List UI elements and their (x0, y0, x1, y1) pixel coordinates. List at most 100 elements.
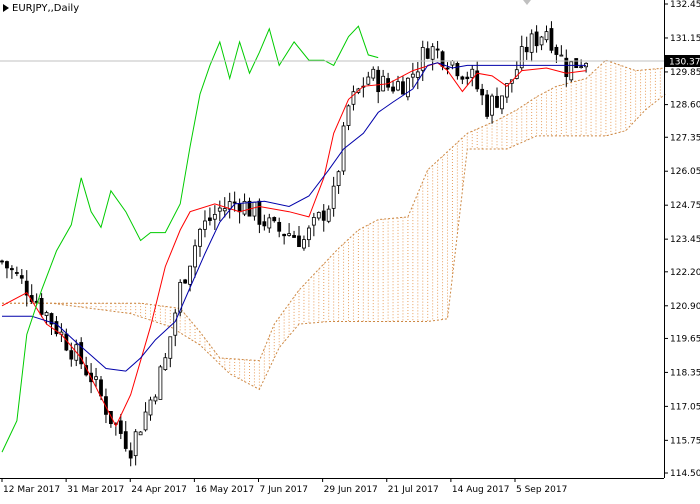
candle-body (188, 265, 193, 285)
price-tick-label: 118.35 (670, 368, 700, 378)
chart-title: EURJPY,,Daily (3, 3, 79, 14)
candle-body (311, 217, 316, 226)
candle-body (168, 336, 173, 359)
candle (316, 211, 321, 221)
candle-body (480, 88, 485, 96)
candle-body (579, 66, 584, 69)
candle-body (534, 31, 539, 47)
date-tick-label: 12 Mar 2017 (3, 485, 60, 495)
candle (475, 61, 480, 92)
candle-body (277, 221, 282, 232)
price-tick-label: 114.50 (670, 469, 700, 479)
candle-body (99, 379, 103, 397)
candle-body (420, 47, 425, 71)
current-price-badge: 130.37 (665, 55, 700, 68)
chikou-span-line (1, 25, 379, 453)
candle-body (326, 208, 331, 222)
candle (485, 90, 490, 120)
candle (490, 93, 494, 124)
candle-body (490, 95, 494, 116)
candle (232, 191, 237, 212)
candle-body (460, 76, 465, 80)
candle-body (183, 279, 188, 284)
candle-body (133, 431, 138, 457)
candle (529, 29, 534, 62)
date-tick-label: 7 Jun 2017 (260, 485, 308, 495)
candle-body (366, 76, 371, 85)
candle-body (336, 171, 341, 187)
candle (257, 198, 262, 234)
candle-body (425, 48, 430, 59)
candle (297, 225, 301, 248)
candle (49, 312, 54, 335)
candle (39, 293, 44, 318)
price-tick-label: 124.75 (670, 201, 700, 211)
candle-body (396, 81, 400, 91)
candle (331, 176, 336, 217)
candle (351, 85, 356, 111)
candle-body (252, 201, 257, 217)
candle-body (49, 313, 54, 325)
candle (217, 200, 222, 221)
candle (465, 71, 470, 85)
candle-body (109, 410, 113, 425)
candle-body (232, 201, 237, 204)
candle-body (371, 68, 376, 79)
candle (272, 216, 277, 223)
candle (366, 71, 371, 86)
candle (470, 65, 475, 87)
price-tick-label: 122.20 (670, 268, 700, 278)
candle-body (569, 61, 574, 81)
candle-body (148, 399, 153, 416)
candle-body (316, 212, 321, 219)
candle (198, 227, 202, 257)
candle-body (391, 86, 395, 92)
candle (212, 205, 217, 230)
candle (391, 80, 395, 94)
candle (401, 76, 405, 95)
candle (9, 265, 14, 279)
candle-body (262, 221, 267, 227)
candle (203, 210, 207, 238)
candle-body (544, 31, 549, 41)
candle-body (351, 91, 356, 105)
candle-body (381, 75, 386, 92)
candle-body (450, 60, 455, 66)
candle (564, 49, 569, 87)
candle (153, 394, 158, 405)
candle-body (173, 312, 178, 336)
candle (128, 442, 133, 467)
candle-body (455, 63, 460, 77)
date-tick-label: 5 Sep 2017 (516, 485, 567, 495)
candle-body (519, 46, 524, 69)
candle (460, 75, 465, 85)
symbol-triangle-icon (3, 4, 9, 12)
candle-body (163, 357, 168, 370)
candle-body (69, 350, 74, 360)
candle (0, 259, 4, 265)
candle (544, 25, 549, 43)
chart-title-text: EURJPY,,Daily (12, 3, 80, 14)
candle (495, 87, 499, 109)
price-tick-label: 131.15 (670, 34, 700, 44)
candle-body (529, 33, 534, 53)
time-axis: 12 Mar 2017 31 Mar 2017 24 Apr 2017 16 May … (1, 478, 567, 495)
candle (302, 235, 306, 251)
candle-body (123, 431, 128, 449)
candle (44, 310, 49, 325)
candle-body (212, 213, 217, 220)
candle (148, 396, 153, 421)
candle-body (430, 46, 435, 60)
date-tick-label: 14 Aug 2017 (452, 485, 510, 495)
tenkan-sen-line (1, 62, 587, 428)
candle-body (153, 396, 158, 402)
candle-body (292, 235, 296, 238)
candle-body (193, 245, 197, 268)
candle (242, 193, 247, 217)
candle-body (24, 280, 29, 296)
shift-marker-icon[interactable] (523, 0, 531, 5)
candle-body (272, 217, 277, 222)
candle (445, 62, 450, 75)
candle (207, 207, 212, 226)
